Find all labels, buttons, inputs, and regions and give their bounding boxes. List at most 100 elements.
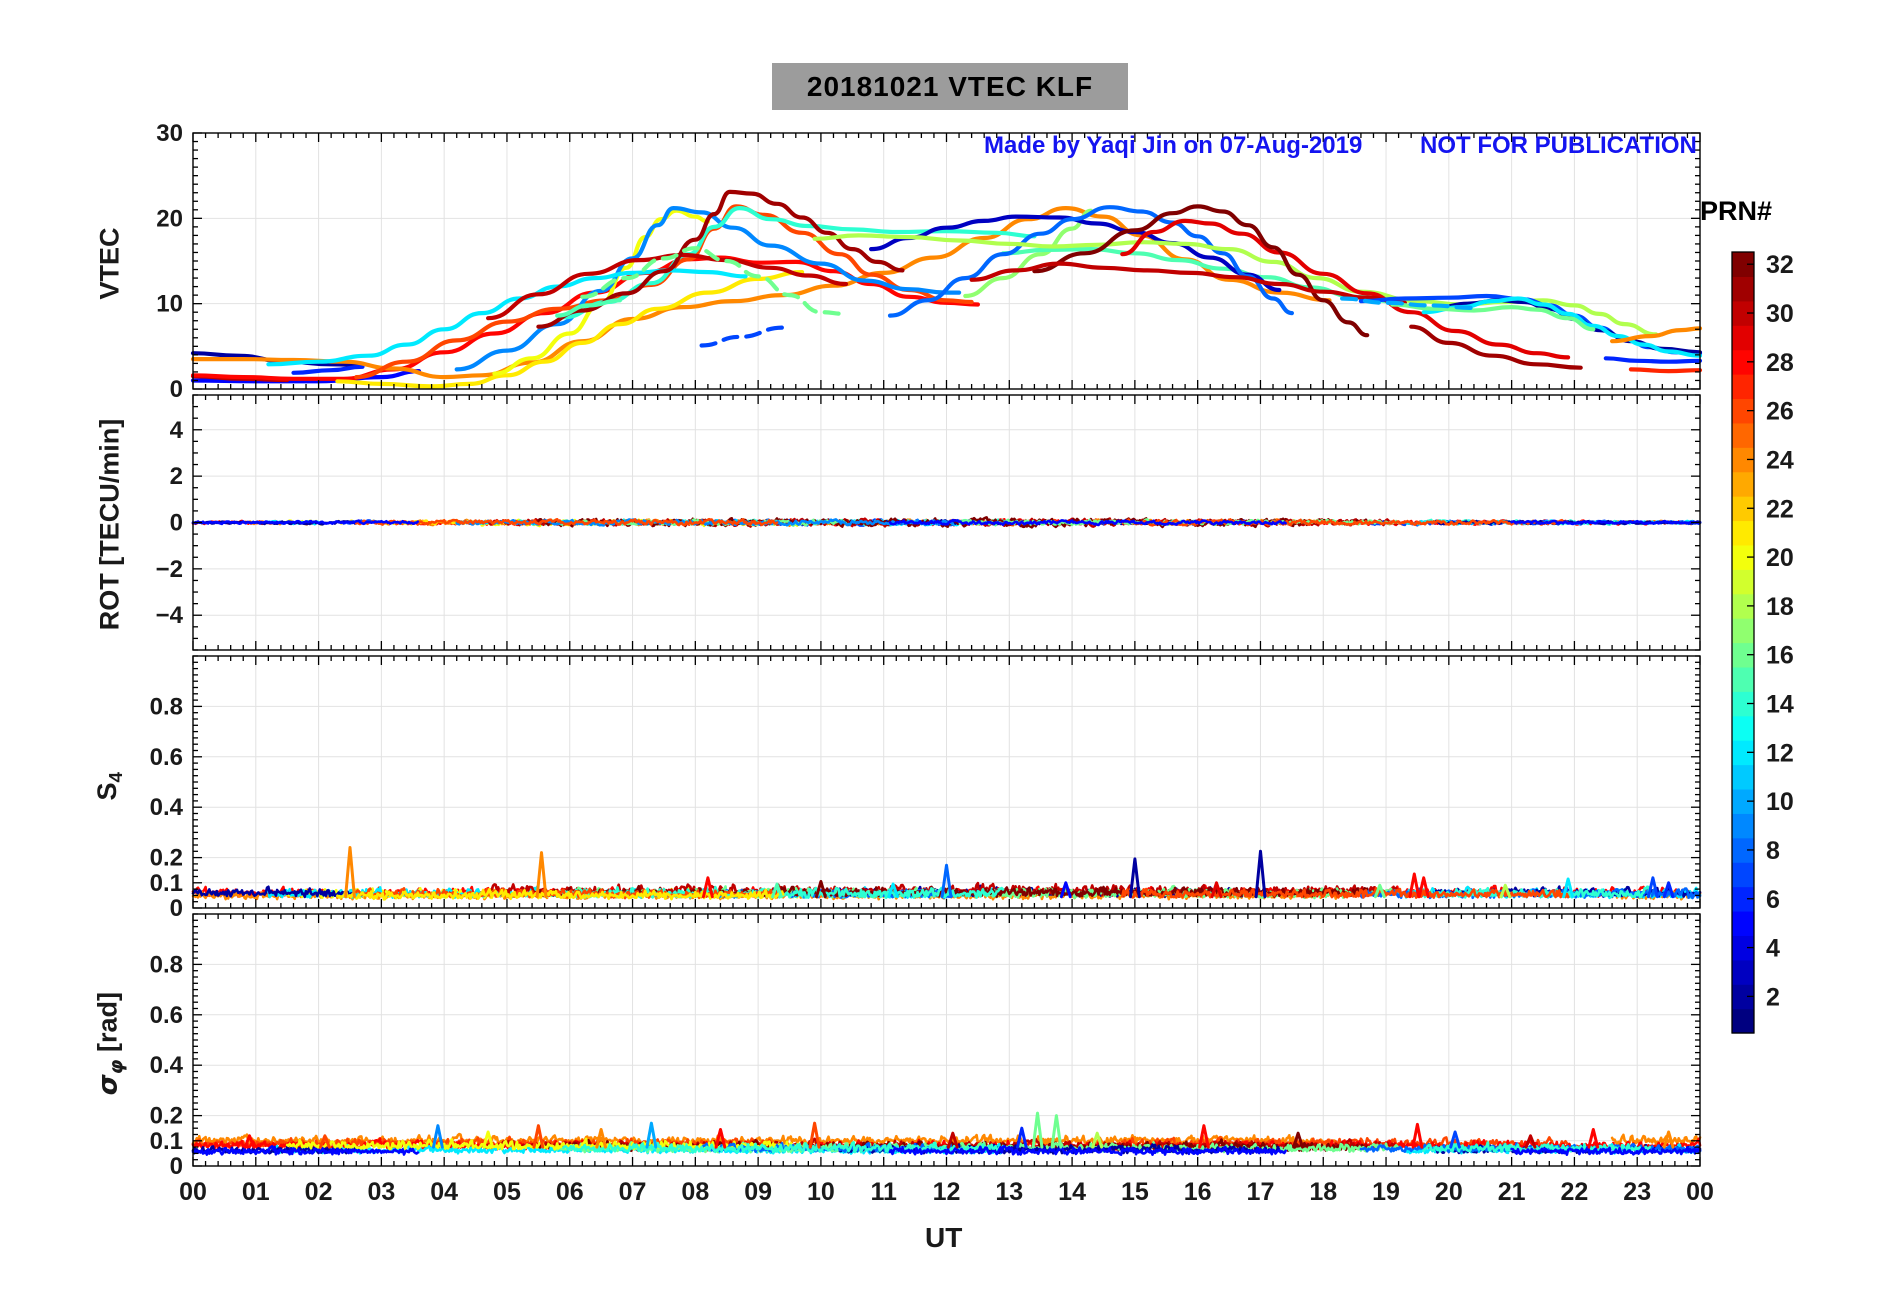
svg-text:18: 18 <box>1309 1178 1337 1206</box>
tick-marks <box>192 394 1701 651</box>
sigma_phi-noise-prn14 <box>1422 1141 1652 1153</box>
svg-text:12: 12 <box>1766 739 1794 767</box>
s4-spike-prn7 <box>1647 876 1659 899</box>
svg-text:0.4: 0.4 <box>150 1052 184 1079</box>
svg-text:14: 14 <box>1766 691 1794 719</box>
sigma_phi-spike-prn30 <box>1524 1134 1537 1149</box>
s4-ytick-labels: 00.10.2 0.4 0.6 0.8 <box>150 693 184 922</box>
vtec-series-prn29 <box>1120 218 1571 360</box>
svg-text:2: 2 <box>1766 983 1780 1011</box>
tick-marks <box>192 132 1701 390</box>
s4-spike-prn15 <box>771 882 783 899</box>
svg-text:20: 20 <box>1766 544 1794 572</box>
vtec-series-prn15 <box>555 298 623 318</box>
svg-text:10: 10 <box>807 1178 835 1206</box>
sigma_phi-spike-prn28 <box>1587 1128 1600 1149</box>
s4-axis-label: S4 <box>91 771 128 801</box>
s4-spike-prn24 <box>344 846 356 899</box>
sigma_phi-spike-prn16 <box>1050 1114 1063 1149</box>
svg-text:19: 19 <box>1372 1178 1400 1206</box>
vtec-series-prn32 <box>1032 204 1370 338</box>
vtec-series-prn31 <box>1409 324 1583 370</box>
svg-text:22: 22 <box>1561 1178 1589 1206</box>
sigma_phi-spike-prn28 <box>243 1134 256 1149</box>
svg-text:10: 10 <box>156 291 183 318</box>
sigma_phi-spike-prn9 <box>432 1124 444 1149</box>
vtec-series-prn7 <box>699 325 786 348</box>
vtec-series-prn8 <box>887 205 1294 318</box>
sigma_phi-spike-prn28 <box>1198 1124 1210 1149</box>
svg-text:20: 20 <box>1435 1178 1463 1206</box>
rot-panel: −4 −2 0 2 4 <box>156 394 1702 651</box>
sigma_phi-spike-prn28 <box>714 1128 727 1149</box>
gridlines <box>193 656 1700 908</box>
not-for-publication-text: NOT FOR PUBLICATION <box>1420 132 1697 159</box>
made-by-text: Made by Yaqi Jin on 07-Aug-2019 <box>984 132 1363 159</box>
s4-spike-prn29 <box>1210 881 1223 899</box>
rot-axis-label: ROT [TECU/min] <box>94 418 125 631</box>
s4-spike-prn6 <box>1662 881 1675 899</box>
sigma_phi-spike-prn30 <box>946 1131 959 1149</box>
vtec-series-prn6 <box>291 364 365 375</box>
sigma_phi-spike-prn26 <box>808 1121 821 1149</box>
sigma_phi-spike-prn20 <box>482 1130 494 1149</box>
svg-text:06: 06 <box>556 1178 584 1206</box>
svg-text:0: 0 <box>170 895 183 922</box>
vtec-series-prn6 <box>1603 356 1703 364</box>
s4-panel: 00.10.2 0.4 0.6 0.8 <box>150 655 1702 922</box>
svg-text:00: 00 <box>1686 1178 1714 1206</box>
svg-text:0: 0 <box>170 510 183 537</box>
svg-text:10: 10 <box>1766 788 1794 816</box>
svg-text:0.8: 0.8 <box>150 951 183 978</box>
vtec-series-prn10 <box>1340 296 1477 310</box>
svg-text:0: 0 <box>170 376 183 403</box>
svg-text:18: 18 <box>1766 593 1794 621</box>
s4-spike-prn2 <box>1129 857 1141 899</box>
sigma_phi-spike-prn26 <box>319 1134 331 1149</box>
svg-text:04: 04 <box>430 1178 458 1206</box>
svg-text:0.6: 0.6 <box>150 1002 183 1029</box>
svg-text:4: 4 <box>170 417 184 444</box>
svg-text:4: 4 <box>1766 935 1780 963</box>
svg-text:0.4: 0.4 <box>150 794 184 821</box>
svg-text:02: 02 <box>305 1178 333 1206</box>
svg-text:17: 17 <box>1247 1178 1275 1206</box>
vtec-series-prn27 <box>1628 367 1703 374</box>
rot-noise-prn5 <box>191 519 420 526</box>
tick-marks <box>192 655 1701 909</box>
svg-text:24: 24 <box>1766 446 1794 474</box>
sigma_phi-spike-prn6 <box>1016 1126 1028 1149</box>
svg-text:32: 32 <box>1766 251 1794 279</box>
vtec-series-prn20 <box>492 208 710 376</box>
vtec-series-prn30 <box>486 252 849 321</box>
s4-spike-prn24 <box>535 851 548 899</box>
sigma_phi-spike-prn28 <box>1411 1122 1424 1149</box>
xtick-labels: 00 01 02 03 04 05 06 07 08 09 10 11 12 13 14 15 16 17 18 19… <box>179 1178 1714 1206</box>
vtec-series-prn18 <box>812 233 1659 337</box>
svg-text:2: 2 <box>170 463 183 490</box>
svg-text:0.1: 0.1 <box>150 1128 183 1155</box>
sigma_phi-spike-prn10 <box>645 1121 658 1149</box>
svg-text:22: 22 <box>1766 495 1794 523</box>
svg-text:30: 30 <box>156 120 183 147</box>
sigma_phi-noise-prn5 <box>191 1145 420 1156</box>
s4-noise-prn26 <box>1121 887 1570 899</box>
s4-spike-prn5 <box>1059 881 1072 899</box>
sigma_phi-noise-prn14 <box>562 1140 1005 1154</box>
svg-text:11: 11 <box>870 1178 897 1206</box>
sigma_phi-spike-prn7 <box>1449 1130 1461 1149</box>
s4-spike-prn28 <box>702 876 714 899</box>
tick-marks <box>192 913 1701 1167</box>
svg-text:23: 23 <box>1623 1178 1651 1206</box>
svg-text:01: 01 <box>242 1178 270 1206</box>
s4-spike-prn28 <box>1417 876 1430 899</box>
svg-text:28: 28 <box>1766 349 1794 377</box>
sigma_phi-spike-prn24 <box>595 1128 607 1149</box>
svg-text:8: 8 <box>1766 837 1780 865</box>
svg-text:13: 13 <box>995 1178 1023 1206</box>
svg-text:15: 15 <box>1121 1178 1149 1206</box>
svg-text:21: 21 <box>1498 1178 1526 1206</box>
vtec-panel: 0 10 20 30 <box>156 120 1703 403</box>
